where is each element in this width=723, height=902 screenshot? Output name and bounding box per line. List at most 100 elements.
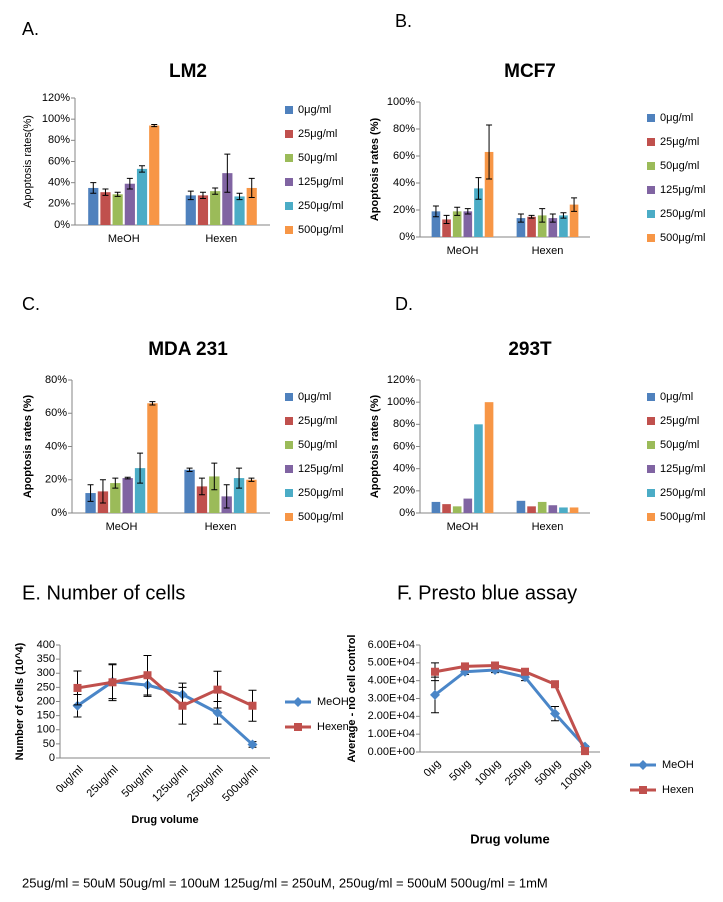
bar — [537, 501, 547, 513]
x-tick-label: 500ug/ml — [220, 764, 260, 804]
x-tick-label: 125ug/ml — [150, 764, 190, 804]
y-tick-label: 0.00E+00 — [368, 746, 415, 758]
y-tick-label: 40% — [393, 463, 415, 475]
bar — [124, 183, 135, 225]
legend-label: 500μg/ml — [298, 511, 343, 523]
error-bar — [464, 208, 471, 215]
y-tick-label: 0% — [399, 231, 415, 243]
bar — [134, 468, 146, 513]
legend-label: MeOH — [662, 759, 694, 771]
marker — [550, 708, 560, 719]
error-bar — [199, 191, 206, 200]
error-bar — [99, 479, 106, 504]
error-bar — [248, 477, 255, 482]
legend-swatch — [285, 154, 293, 162]
error-bar — [224, 153, 231, 193]
error-bar — [149, 401, 156, 406]
marker — [247, 739, 258, 750]
bar — [147, 403, 158, 513]
legend-label: 50μg/ml — [660, 160, 699, 172]
y-tick-label: 250 — [37, 681, 55, 693]
legend-label: 500μg/ml — [298, 224, 343, 236]
y-tick-label: 80% — [393, 418, 415, 430]
y-tick-label: 6.00E+04 — [368, 639, 415, 651]
legend-label: 125μg/ml — [298, 463, 343, 475]
y-tick-label: 3.00E+04 — [368, 692, 415, 704]
legend-label: 250μg/ml — [660, 208, 705, 220]
bar — [112, 194, 123, 225]
x-axis-label: Drug volume — [470, 831, 549, 846]
legend-label: 500μg/ml — [660, 511, 705, 523]
y-tick-label: 200 — [37, 695, 55, 707]
marker — [581, 747, 589, 756]
error-bar — [198, 477, 205, 496]
legend-swatch — [285, 417, 293, 425]
bar — [431, 211, 441, 237]
bar — [197, 195, 209, 225]
bar — [209, 476, 220, 513]
x-tick-label: Hexen — [205, 521, 237, 533]
error-bar — [432, 205, 439, 218]
marker — [143, 671, 152, 680]
bar — [463, 211, 473, 237]
bar — [222, 173, 233, 225]
y-tick-label: 60% — [393, 150, 415, 162]
error-bar — [211, 462, 218, 491]
y-axis-label: Apoptosis rates (%) — [369, 118, 381, 222]
error-bar — [124, 476, 131, 480]
error-bar — [443, 214, 450, 224]
y-tick-label: 100% — [387, 396, 415, 408]
legend-label: 250μg/ml — [298, 487, 343, 499]
y-tick-label: 20% — [48, 198, 70, 210]
marker — [108, 678, 117, 687]
error-bar — [114, 191, 121, 197]
legend-label: 500μg/ml — [660, 232, 705, 244]
chart-title: 293T — [508, 339, 552, 360]
bar — [184, 469, 195, 513]
bar — [569, 204, 579, 237]
error-bar — [212, 187, 219, 195]
error-bar — [539, 208, 546, 223]
y-axis-label: Number of cells (10^4) — [14, 642, 26, 760]
error-bar — [126, 177, 133, 190]
legend-label: Hexen — [317, 721, 349, 733]
bar — [474, 188, 483, 237]
error-bar — [112, 477, 119, 489]
legend-label: 0μg/ml — [660, 112, 693, 124]
error-bar — [151, 123, 158, 128]
marker — [72, 700, 83, 711]
series-line — [77, 673, 254, 708]
bar — [559, 215, 568, 237]
bar — [442, 219, 451, 237]
error-bar — [187, 190, 194, 201]
y-axis-label: Apoptosis rates (%) — [22, 395, 34, 499]
bar — [452, 506, 462, 513]
legend-swatch — [647, 441, 655, 449]
y-tick-label: 20% — [393, 485, 415, 497]
marker — [551, 680, 559, 689]
panel-label: A. — [22, 19, 39, 39]
bar — [234, 196, 245, 225]
bar — [196, 486, 208, 513]
legend-label: 0μg/ml — [298, 104, 331, 116]
legend-swatch — [647, 234, 655, 242]
bar — [88, 187, 99, 225]
y-tick-label: 100 — [37, 724, 55, 736]
bar — [484, 151, 494, 237]
y-tick-label: 0 — [49, 752, 55, 764]
bar — [246, 187, 257, 225]
x-tick-label: MeOH — [108, 233, 140, 245]
legend-label: 25μg/ml — [298, 415, 337, 427]
y-tick-label: 60% — [45, 407, 67, 419]
x-tick-label: Hexen — [532, 521, 564, 533]
y-tick-label: 0% — [399, 507, 415, 519]
y-tick-label: 80% — [48, 134, 70, 146]
bar — [537, 215, 547, 237]
bar — [246, 479, 257, 513]
y-tick-label: 120% — [387, 374, 415, 386]
series-line — [434, 668, 587, 748]
error-bar — [102, 188, 109, 196]
marker — [521, 667, 529, 676]
x-axis-label: Drug volume — [131, 814, 198, 826]
